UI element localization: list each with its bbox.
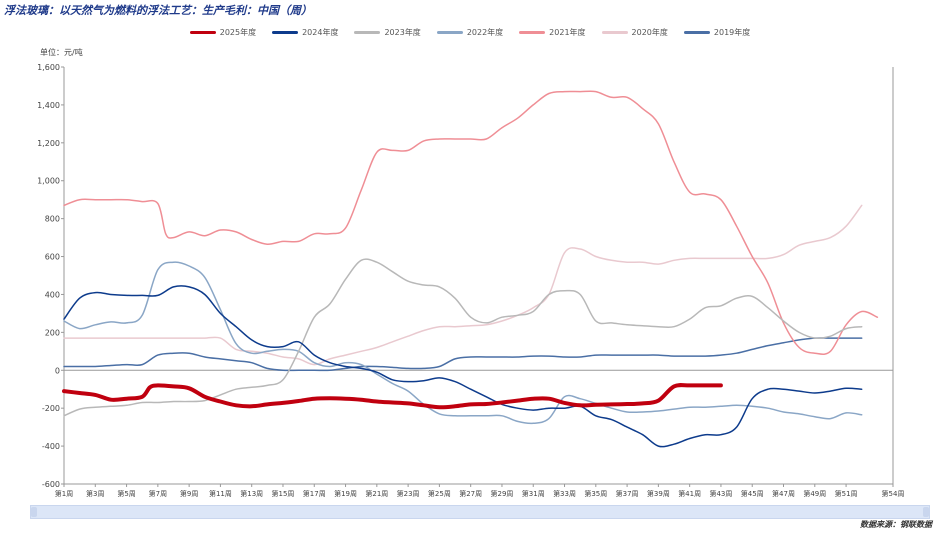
- y-tick-label: 1,400: [37, 101, 60, 110]
- legend-swatch: [272, 31, 299, 34]
- x-tick-label: 第3周: [86, 489, 104, 498]
- legend-item[interactable]: 2019年度: [683, 27, 751, 38]
- x-tick-label: 第9周: [180, 489, 198, 498]
- x-tick-label: 第37周: [616, 489, 639, 498]
- x-tick-label: 第23周: [397, 489, 420, 498]
- legend-item[interactable]: 2025年度: [189, 27, 257, 38]
- series-line-2020年度: [63, 204, 863, 366]
- legend-label: 2022年度: [466, 28, 504, 37]
- x-tick-label: 第51周: [835, 489, 858, 498]
- legend[interactable]: 2025年度 2024年度 2023年度 2022年度 2021年度 2020年度 2019…: [0, 27, 940, 38]
- y-tick-label: -200: [42, 404, 60, 413]
- y-tick-label: 600: [45, 253, 60, 262]
- legend-label: 2025年度: [219, 28, 257, 37]
- y-axis-unit: 单位：元/吨: [40, 48, 83, 57]
- series-line-2022年度: [63, 261, 863, 425]
- series-line-2021年度: [63, 90, 879, 356]
- x-tick-label: 第31周: [522, 489, 545, 498]
- chart-title: 浮法玻璃：以天然气为燃料的浮法工艺：生产毛利：中国（周）: [4, 4, 312, 17]
- x-tick-label: 第49周: [803, 489, 826, 498]
- y-tick-label: 1,200: [37, 139, 60, 148]
- legend-swatch: [519, 31, 546, 34]
- x-tick-label: 第45周: [741, 489, 764, 498]
- series-line-2019年度: [63, 337, 863, 372]
- legend-item[interactable]: 2021年度: [519, 27, 586, 38]
- x-tick-label: 第21周: [365, 489, 388, 498]
- x-tick-label: 第27周: [459, 489, 482, 498]
- series-line-2024年度: [63, 285, 863, 448]
- x-tick-label: 第25周: [428, 489, 451, 498]
- series-line-2025年度: [62, 383, 723, 410]
- x-tick-label: 第17周: [303, 489, 326, 498]
- y-tick-label: -400: [42, 442, 60, 451]
- legend-swatch: [601, 31, 628, 34]
- series-line-2023年度: [63, 258, 863, 417]
- legend-label: 2024年度: [302, 28, 339, 37]
- y-tick-label: 200: [45, 328, 60, 337]
- x-tick-label: 第47周: [772, 489, 795, 498]
- x-tick-label: 第39周: [647, 489, 670, 498]
- legend-label: 2023年度: [384, 28, 421, 37]
- x-tick-label: 第11周: [209, 489, 232, 498]
- legend-label: 2019年度: [713, 28, 751, 37]
- x-tick-label: 第13周: [240, 489, 263, 498]
- slider-right-handle[interactable]: [923, 507, 929, 517]
- x-tick-label: 第29周: [491, 489, 514, 498]
- legend-item[interactable]: 2024年度: [272, 27, 338, 38]
- x-tick-label: 第33周: [553, 489, 576, 498]
- legend-label: 2020年度: [631, 28, 668, 37]
- x-tick-label: 第43周: [709, 489, 732, 498]
- legend-swatch: [189, 31, 216, 34]
- x-tick-label: 第7周: [149, 489, 167, 498]
- y-tick-label: -600: [42, 480, 60, 489]
- legend-swatch: [436, 31, 463, 34]
- legend-swatch: [354, 31, 381, 34]
- x-tick-label: 第5周: [117, 489, 135, 498]
- y-tick-label: 800: [45, 215, 60, 224]
- y-tick-label: 1,600: [37, 63, 60, 72]
- slider-range[interactable]: [31, 506, 929, 518]
- x-tick-label: 第19周: [334, 489, 357, 498]
- zoom-slider[interactable]: [30, 505, 930, 519]
- x-tick-label: 第41周: [678, 489, 701, 498]
- y-tick-label: 400: [45, 290, 60, 299]
- legend-item[interactable]: 2022年度: [436, 27, 504, 38]
- y-tick-label: 1,000: [37, 177, 60, 186]
- legend-swatch: [683, 31, 710, 34]
- x-tick-label: 第15周: [272, 489, 295, 498]
- x-tick-label: 第54周: [882, 489, 905, 498]
- x-tick-label: 第1周: [55, 489, 73, 498]
- legend-label: 2021年度: [549, 28, 586, 37]
- y-tick-label: 0: [55, 366, 60, 375]
- data-source: 数据来源：钢联数据: [860, 520, 932, 529]
- x-tick-label: 第35周: [584, 489, 607, 498]
- legend-item[interactable]: 2020年度: [601, 27, 668, 38]
- legend-item[interactable]: 2023年度: [354, 27, 421, 38]
- slider-left-handle[interactable]: [31, 507, 37, 517]
